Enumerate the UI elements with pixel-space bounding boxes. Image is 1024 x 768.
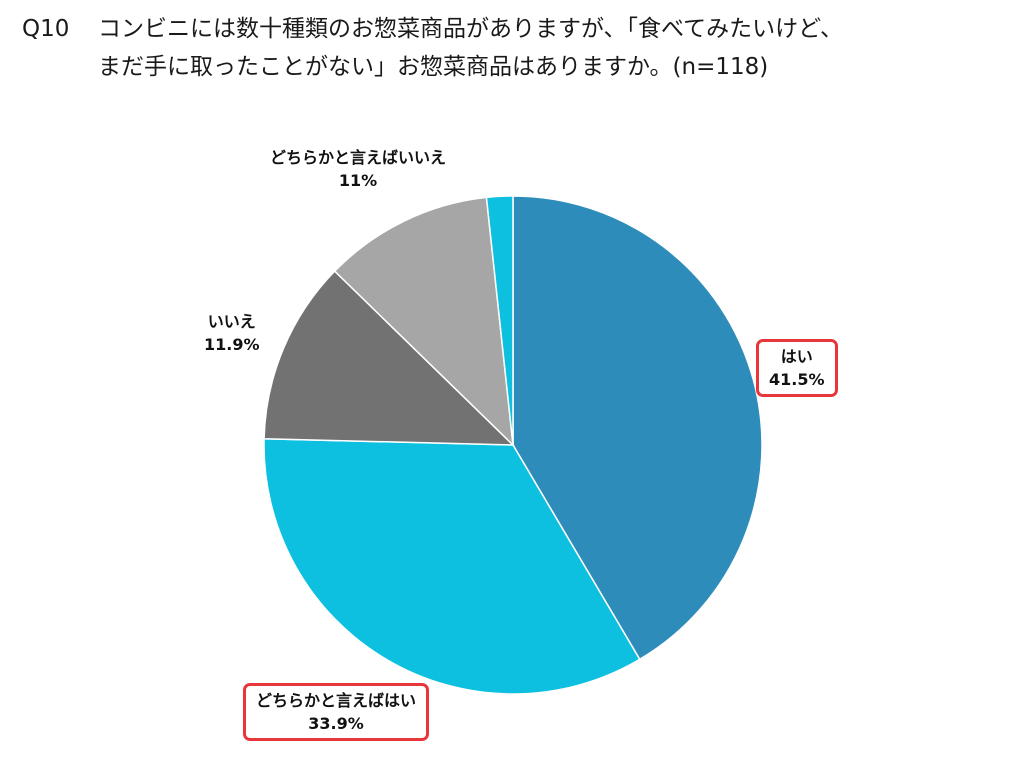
question-text-line-2: まだ手に取ったことがない」お惣菜商品はありますか。(n=118) bbox=[98, 54, 769, 80]
slice-label-iie-name: いいえ bbox=[207, 312, 256, 331]
slice-label-iie: いいえ 11.9% bbox=[204, 310, 260, 356]
question-number: Q10 bbox=[22, 16, 70, 42]
question-text-line-1: コンビニには数十種類のお惣菜商品がありますが、「食べてみたいけど、 bbox=[98, 16, 843, 42]
pie-slice-dochiraka-hai bbox=[263, 437, 641, 695]
slice-label-dochiraka-hai-name: どちらかと言えばはい bbox=[256, 691, 417, 710]
pie-slice-hai bbox=[512, 195, 763, 661]
slice-label-iie-value: 11.9% bbox=[204, 335, 260, 354]
question-title: Q10 コンビニには数十種類のお惣菜商品がありますが、「食べてみたいけど、 まだ… bbox=[22, 10, 1007, 86]
slice-label-dochiraka-iie-value: 11% bbox=[338, 171, 378, 190]
pie-slice-iie bbox=[263, 270, 515, 446]
slice-label-dochiraka-hai-value: 33.9% bbox=[308, 714, 364, 733]
slice-label-hai-value: 41.5% bbox=[769, 370, 825, 389]
slice-label-dochiraka-iie: どちらかと言えばいいえ 11% bbox=[270, 146, 446, 192]
slice-label-hai-name: はい bbox=[780, 347, 813, 366]
slice-label-dochiraka-hai: どちらかと言えばはい 33.9% bbox=[243, 683, 430, 741]
slice-label-hai: はい 41.5% bbox=[756, 339, 838, 397]
pie-slice-dochiraka-iie bbox=[333, 196, 514, 447]
pie-slice-other bbox=[485, 195, 514, 446]
slice-label-dochiraka-iie-name: どちらかと言えばいいえ bbox=[270, 148, 447, 167]
